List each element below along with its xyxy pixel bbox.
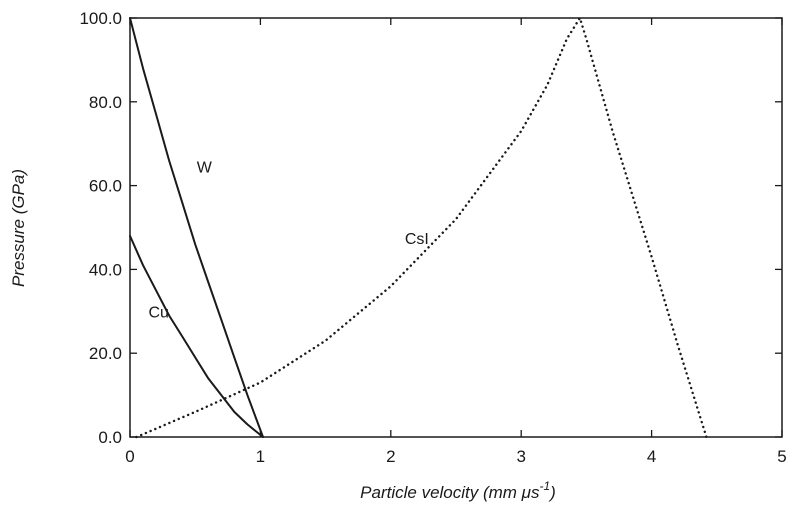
- x-tick-label: 3: [516, 447, 525, 466]
- y-axis-title: Pressure (GPa): [9, 169, 28, 287]
- series-line-csi: [135, 16, 708, 439]
- y-tick-label: 100.0: [79, 9, 122, 28]
- y-tick-label: 60.0: [89, 177, 122, 196]
- series-layer: W Cu CsI: [129, 16, 708, 439]
- x-axis-title: Particle velocity (mm μs-1): [360, 479, 556, 502]
- series-line-w: [129, 17, 264, 438]
- y-tick-label: 20.0: [89, 344, 122, 363]
- series-line-cu: [129, 234, 264, 438]
- x-axis-ticks: 0 1 2 3 4 5: [125, 18, 787, 466]
- y-tick-label: 0.0: [98, 428, 122, 447]
- y-tick-label: 40.0: [89, 260, 122, 279]
- series-label-cu: Cu: [148, 304, 168, 321]
- x-tick-label: 5: [777, 447, 786, 466]
- x-tick-label: 2: [386, 447, 395, 466]
- y-axis-ticks: 0.0 20.0 40.0 60.0 80.0 100.0: [79, 9, 782, 447]
- y-tick-label: 80.0: [89, 93, 122, 112]
- x-tick-label: 0: [125, 447, 134, 466]
- series-label-csi: CsI: [405, 231, 429, 248]
- series-label-w: W: [197, 160, 213, 177]
- x-tick-label: 4: [647, 447, 656, 466]
- x-tick-label: 1: [256, 447, 265, 466]
- plot-frame: [129, 17, 783, 438]
